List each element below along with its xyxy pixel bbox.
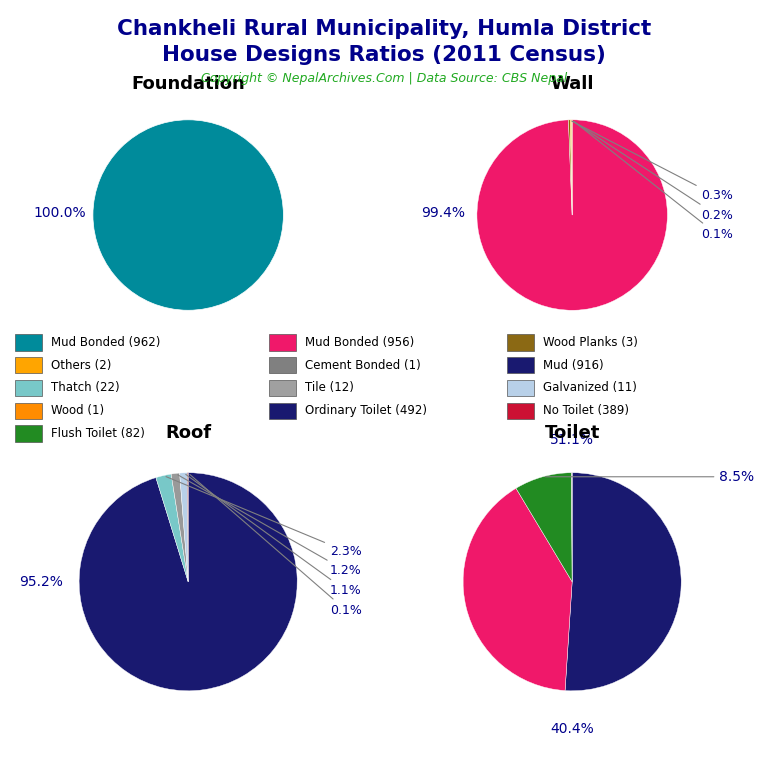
FancyBboxPatch shape — [15, 402, 42, 419]
Text: Cement Bonded (1): Cement Bonded (1) — [305, 359, 421, 372]
FancyBboxPatch shape — [15, 357, 42, 373]
Wedge shape — [180, 473, 188, 582]
Text: Flush Toilet (82): Flush Toilet (82) — [51, 427, 145, 440]
Text: 95.2%: 95.2% — [19, 574, 63, 589]
Title: Wall: Wall — [551, 75, 594, 93]
Text: Mud Bonded (956): Mud Bonded (956) — [305, 336, 414, 349]
Wedge shape — [93, 120, 283, 310]
FancyBboxPatch shape — [507, 357, 534, 373]
Text: House Designs Ratios (2011 Census): House Designs Ratios (2011 Census) — [162, 45, 606, 65]
Wedge shape — [156, 474, 188, 582]
Wedge shape — [516, 473, 572, 582]
Text: 1.1%: 1.1% — [186, 475, 362, 597]
FancyBboxPatch shape — [15, 379, 42, 396]
Text: Wood (1): Wood (1) — [51, 404, 104, 417]
FancyBboxPatch shape — [15, 425, 42, 442]
Text: Thatch (22): Thatch (22) — [51, 382, 120, 395]
Text: Wood Planks (3): Wood Planks (3) — [543, 336, 638, 349]
Title: Roof: Roof — [165, 425, 211, 442]
Text: No Toilet (389): No Toilet (389) — [543, 404, 629, 417]
Wedge shape — [568, 120, 572, 215]
Wedge shape — [463, 488, 572, 690]
FancyBboxPatch shape — [269, 379, 296, 396]
Text: Tile (12): Tile (12) — [305, 382, 354, 395]
Text: Chankheli Rural Municipality, Humla District: Chankheli Rural Municipality, Humla Dist… — [117, 19, 651, 39]
Text: Others (2): Others (2) — [51, 359, 112, 372]
FancyBboxPatch shape — [15, 334, 42, 351]
Text: Ordinary Toilet (492): Ordinary Toilet (492) — [305, 404, 427, 417]
Text: 99.4%: 99.4% — [422, 206, 465, 220]
Wedge shape — [477, 120, 667, 310]
FancyBboxPatch shape — [269, 402, 296, 419]
FancyBboxPatch shape — [269, 334, 296, 351]
Title: Toilet: Toilet — [545, 425, 600, 442]
Text: 0.1%: 0.1% — [574, 121, 733, 240]
Text: Mud Bonded (962): Mud Bonded (962) — [51, 336, 161, 349]
Wedge shape — [571, 120, 572, 215]
Text: 2.3%: 2.3% — [166, 477, 362, 558]
FancyBboxPatch shape — [507, 379, 534, 396]
FancyBboxPatch shape — [507, 334, 534, 351]
Text: 8.5%: 8.5% — [545, 470, 754, 484]
Text: 40.4%: 40.4% — [551, 722, 594, 736]
Wedge shape — [171, 473, 188, 582]
Text: Mud (916): Mud (916) — [543, 359, 604, 372]
Wedge shape — [565, 473, 681, 690]
Text: Galvanized (11): Galvanized (11) — [543, 382, 637, 395]
Title: Foundation: Foundation — [131, 75, 245, 93]
Text: Copyright © NepalArchives.Com | Data Source: CBS Nepal: Copyright © NepalArchives.Com | Data Sou… — [201, 72, 567, 85]
Text: 51.1%: 51.1% — [550, 433, 594, 447]
Text: 0.3%: 0.3% — [572, 121, 733, 203]
Text: 100.0%: 100.0% — [33, 206, 86, 220]
FancyBboxPatch shape — [269, 357, 296, 373]
Text: 1.2%: 1.2% — [177, 475, 362, 578]
Text: 0.2%: 0.2% — [573, 121, 733, 221]
Wedge shape — [79, 473, 297, 690]
FancyBboxPatch shape — [507, 402, 534, 419]
Text: 0.1%: 0.1% — [190, 475, 362, 617]
